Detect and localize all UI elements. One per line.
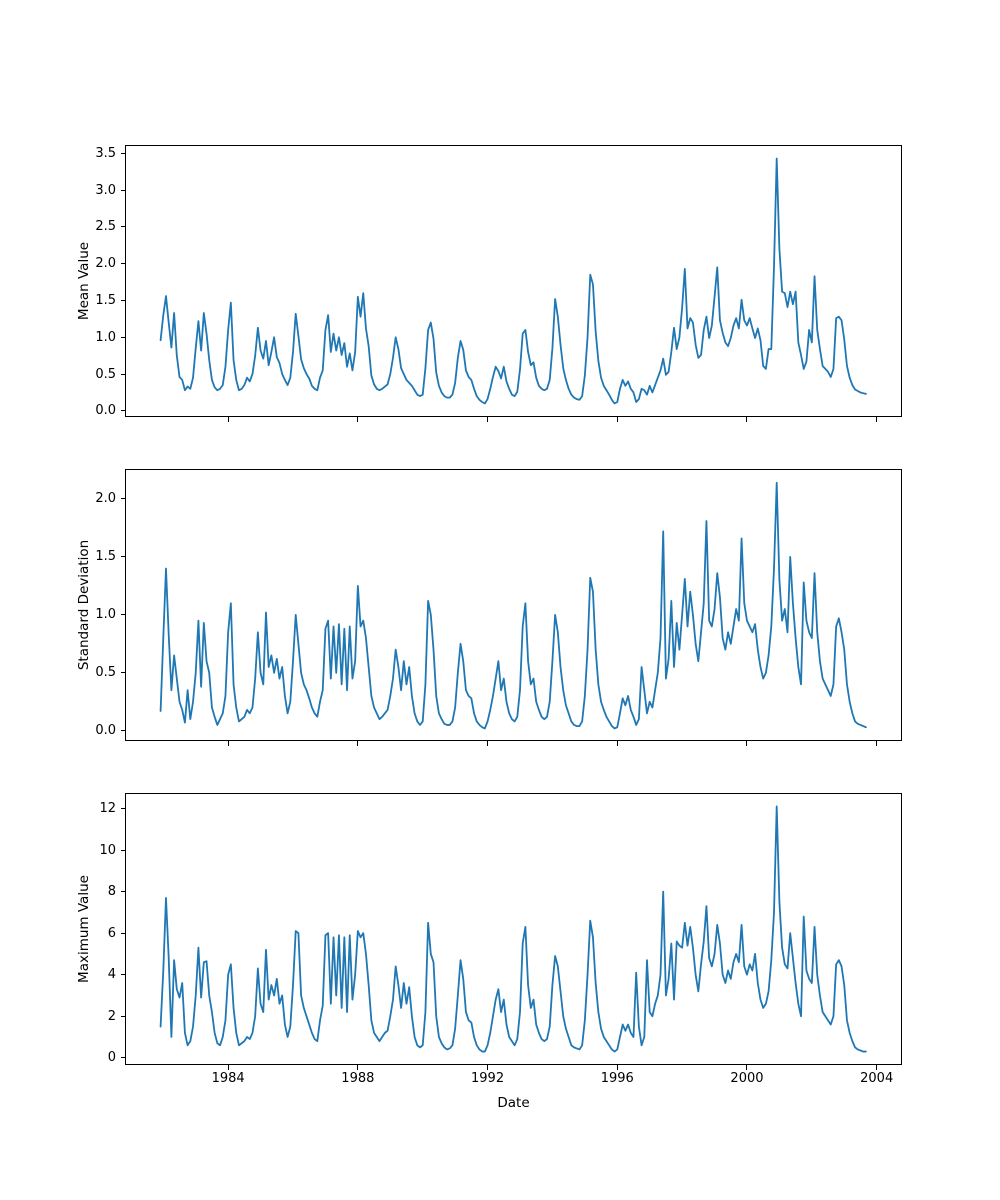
y-tick-label: 2 <box>107 1008 116 1024</box>
x-tick-label: 2004 <box>860 1071 894 1086</box>
x-tick-mark <box>746 417 748 422</box>
y-tick-label: 0 <box>107 1050 116 1066</box>
x-tick-label: 1992 <box>471 1071 505 1086</box>
y-tick-label: 2.5 <box>95 219 116 235</box>
y-tick-label: 2.0 <box>95 256 116 272</box>
y-tick-mark <box>121 152 126 154</box>
mean-value-line-plot <box>159 157 867 405</box>
y-tick-mark <box>121 226 126 228</box>
y-tick-mark <box>121 410 126 412</box>
x-tick-mark <box>227 1065 229 1070</box>
x-tick-label: 2000 <box>730 1071 764 1086</box>
y-tick-mark <box>121 672 126 674</box>
x-tick-mark <box>227 417 229 422</box>
y-axis-label-mean-value: Mean Value <box>76 241 92 321</box>
y-tick-label: 0.0 <box>95 403 116 419</box>
x-tick-mark <box>357 1065 359 1070</box>
x-tick-mark <box>487 1065 489 1070</box>
max-line <box>159 805 867 1053</box>
y-tick-mark <box>121 730 126 732</box>
y-tick-label: 12 <box>99 801 116 817</box>
standard-deviation-line-plot <box>159 481 867 730</box>
y-tick-mark <box>121 932 126 934</box>
y-tick-label: 0.5 <box>95 366 116 382</box>
y-tick-label: 3.0 <box>95 182 116 198</box>
x-tick-mark <box>616 417 618 422</box>
y-tick-label: 4 <box>107 967 116 983</box>
y-tick-label: 1.5 <box>95 292 116 308</box>
x-tick-label: 1988 <box>341 1071 375 1086</box>
subplot-mean-value: Mean Value 0.0 0.5 1.0 1.5 2.0 2.5 3.0 3.5 <box>76 145 902 422</box>
x-tick-mark <box>876 741 878 746</box>
y-tick-mark <box>121 373 126 375</box>
x-tick-label: 1984 <box>211 1071 245 1086</box>
subplot-maximum-value: Maximum Value Date 0 2 4 6 8 10 12 1984 1988 1992… <box>76 793 902 1111</box>
subplot-standard-deviation: Standard Deviation 0.0 0.5 1.0 1.5 2.0 <box>76 469 902 746</box>
y-tick-mark <box>121 974 126 976</box>
y-tick-label: 1.0 <box>95 329 116 345</box>
y-tick-label: 1.5 <box>95 549 116 565</box>
x-tick-mark <box>876 1065 878 1070</box>
y-tick-mark <box>121 808 126 810</box>
y-tick-label: 1.0 <box>95 607 116 623</box>
y-tick-mark <box>121 1057 126 1059</box>
y-tick-mark <box>121 556 126 558</box>
y-tick-mark <box>121 263 126 265</box>
y-tick-label: 0.0 <box>95 723 116 739</box>
x-tick-mark <box>357 417 359 422</box>
x-tick-mark <box>616 1065 618 1070</box>
maximum-value-line-plot <box>159 805 867 1053</box>
x-tick-mark <box>876 417 878 422</box>
x-tick-mark <box>746 1065 748 1070</box>
y-tick-mark <box>121 891 126 893</box>
x-tick-mark <box>487 741 489 746</box>
y-tick-mark <box>121 1015 126 1017</box>
y-tick-label: 0.5 <box>95 665 116 681</box>
y-tick-mark <box>121 498 126 500</box>
y-tick-label: 8 <box>107 884 116 900</box>
std-line <box>159 481 867 730</box>
y-tick-label: 2.0 <box>95 491 116 507</box>
x-tick-mark <box>357 741 359 746</box>
y-tick-mark <box>121 614 126 616</box>
x-tick-mark <box>487 417 489 422</box>
y-tick-label: 3.5 <box>95 145 116 161</box>
x-axis-label-date: Date <box>497 1095 530 1111</box>
y-tick-label: 10 <box>99 842 116 858</box>
y-tick-mark <box>121 189 126 191</box>
x-tick-mark <box>616 741 618 746</box>
x-tick-mark <box>746 741 748 746</box>
y-tick-mark <box>121 849 126 851</box>
y-tick-mark <box>121 299 126 301</box>
x-tick-mark <box>227 741 229 746</box>
x-tick-label: 1996 <box>600 1071 634 1086</box>
y-tick-label: 6 <box>107 925 116 941</box>
y-tick-mark <box>121 336 126 338</box>
mean-line <box>159 157 867 405</box>
